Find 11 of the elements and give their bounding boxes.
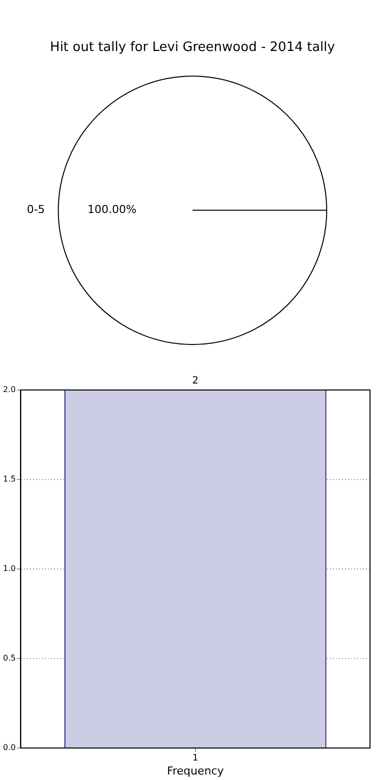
y-tick-label: 0.0	[2, 743, 16, 752]
chart-title: Hit out tally for Levi Greenwood - 2014 tally	[50, 40, 336, 56]
y-tick-label: 0.5	[2, 654, 16, 663]
y-tick-label: 2.0	[2, 385, 16, 394]
data-label: 100.00%	[88, 203, 136, 216]
data-label: 2	[192, 376, 199, 387]
x-axis-title: Frequency	[166, 764, 224, 778]
y-tick-label: 1.5	[2, 474, 16, 484]
x-tick-label: 1	[192, 754, 198, 764]
slice-label: 0-5	[26, 203, 45, 216]
y-tick-label: 1.0	[2, 564, 16, 574]
